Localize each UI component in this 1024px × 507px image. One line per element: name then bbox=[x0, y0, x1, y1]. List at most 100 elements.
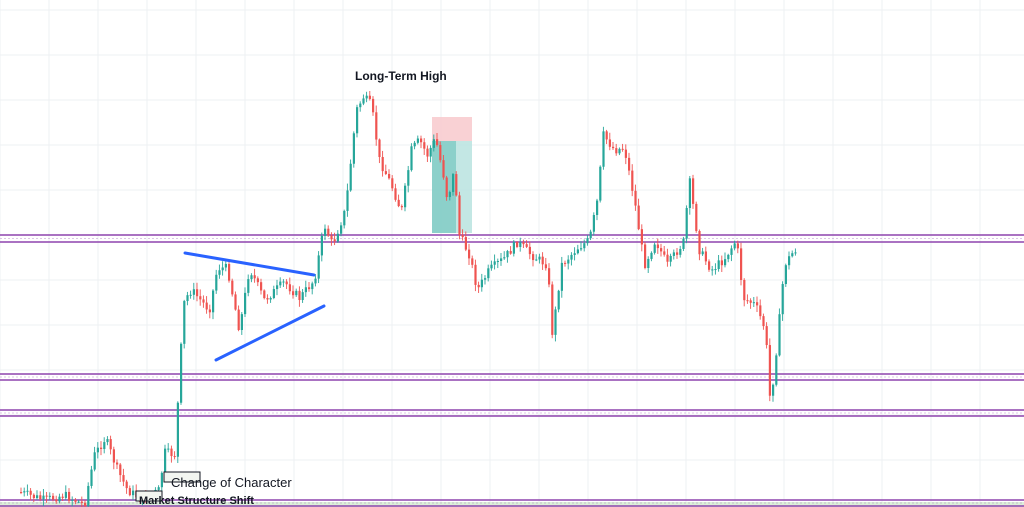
candle-body bbox=[112, 449, 115, 463]
candle-body bbox=[679, 248, 682, 255]
candle-body bbox=[791, 253, 794, 257]
candle-body bbox=[564, 262, 567, 264]
candle-body bbox=[621, 148, 624, 150]
candle-body bbox=[39, 495, 42, 500]
candle-body bbox=[413, 142, 416, 147]
candle-body bbox=[570, 254, 573, 260]
candle-body bbox=[551, 284, 554, 335]
candle-body bbox=[743, 279, 746, 301]
candle-body bbox=[122, 475, 125, 482]
candle-body bbox=[77, 501, 80, 503]
candle-body bbox=[714, 269, 717, 271]
candle-body bbox=[84, 502, 87, 507]
candle-body bbox=[250, 275, 253, 280]
change-of-character-label[interactable]: Change of Character bbox=[171, 475, 292, 490]
market-structure-shift-label[interactable]: Market Structure Shift bbox=[139, 495, 254, 507]
candle-body bbox=[631, 170, 634, 191]
candle-body bbox=[525, 244, 528, 247]
candle-body bbox=[682, 238, 685, 249]
candle-body bbox=[519, 242, 522, 247]
candle-body bbox=[452, 174, 455, 193]
candle-body bbox=[493, 261, 496, 265]
candle-body bbox=[778, 314, 781, 356]
candle-body bbox=[125, 481, 128, 489]
candle-body bbox=[557, 290, 560, 310]
candle-body bbox=[192, 289, 195, 295]
candle-body bbox=[176, 402, 179, 457]
candle-body bbox=[263, 290, 266, 299]
candle-body bbox=[199, 296, 202, 300]
candle-body bbox=[724, 259, 727, 266]
candle-body bbox=[634, 190, 637, 206]
candle-body bbox=[506, 251, 509, 258]
candle-body bbox=[372, 98, 375, 113]
position-tool[interactable] bbox=[0, 117, 1024, 507]
candle-body bbox=[32, 494, 35, 499]
candle-body bbox=[205, 302, 208, 310]
candle-body bbox=[445, 177, 448, 198]
candle-body bbox=[464, 237, 467, 250]
candle-body bbox=[100, 447, 103, 450]
candle-body bbox=[644, 244, 647, 268]
trendline-lower bbox=[214, 304, 326, 362]
candle-body bbox=[388, 173, 391, 179]
candle-body bbox=[676, 252, 679, 255]
candle-body bbox=[733, 243, 736, 249]
candle-body bbox=[599, 166, 602, 201]
candle-body bbox=[656, 244, 659, 249]
long-term-high-label[interactable]: Long-Term High bbox=[355, 69, 447, 83]
mss-box bbox=[135, 490, 163, 502]
candle-body bbox=[730, 248, 733, 255]
candle-body bbox=[132, 490, 135, 496]
candle-body bbox=[781, 284, 784, 315]
candle-body bbox=[404, 185, 407, 208]
candle-body bbox=[381, 157, 384, 172]
candle-body bbox=[487, 268, 490, 279]
candle-body bbox=[637, 205, 640, 230]
candle-body bbox=[119, 464, 122, 476]
candle-body bbox=[375, 112, 378, 140]
candle-body bbox=[52, 495, 55, 500]
triangle-trendlines[interactable] bbox=[183, 251, 326, 362]
candle-body bbox=[784, 265, 787, 285]
candle-body bbox=[23, 491, 26, 493]
annotation-boxes[interactable] bbox=[135, 471, 201, 502]
candle-body bbox=[384, 171, 387, 174]
candle-body bbox=[20, 492, 23, 493]
candle-body bbox=[509, 251, 512, 254]
candle-body bbox=[224, 263, 227, 268]
candle-body bbox=[301, 292, 304, 301]
candle-body bbox=[500, 258, 503, 262]
candle-body bbox=[688, 178, 691, 209]
candle-body bbox=[189, 294, 192, 296]
candle-body bbox=[439, 145, 442, 161]
candle-body bbox=[365, 95, 368, 99]
candle-body bbox=[157, 487, 160, 490]
candle-body bbox=[532, 254, 535, 261]
candle-body bbox=[612, 146, 615, 149]
demand-zone-band bbox=[0, 502, 1024, 507]
candle-body bbox=[362, 98, 365, 104]
candle-body bbox=[589, 231, 592, 239]
candle-body bbox=[324, 228, 327, 236]
candle-body bbox=[484, 278, 487, 280]
horizontal-levels[interactable] bbox=[0, 234, 1024, 507]
candle-body bbox=[592, 215, 595, 232]
candle-body bbox=[605, 131, 608, 140]
candle-body bbox=[461, 234, 464, 238]
candle-body bbox=[196, 289, 199, 297]
candle-body bbox=[343, 210, 346, 226]
candle-body bbox=[436, 139, 439, 146]
candle-body bbox=[455, 174, 458, 196]
candle-body bbox=[548, 268, 551, 285]
candle-body bbox=[183, 301, 186, 344]
candle-body bbox=[282, 281, 285, 283]
candle-body bbox=[640, 229, 643, 245]
candle-body bbox=[55, 499, 58, 502]
candle-body bbox=[756, 302, 759, 306]
candle-body bbox=[378, 139, 381, 158]
candle-body bbox=[685, 208, 688, 239]
candle-body bbox=[660, 248, 663, 252]
